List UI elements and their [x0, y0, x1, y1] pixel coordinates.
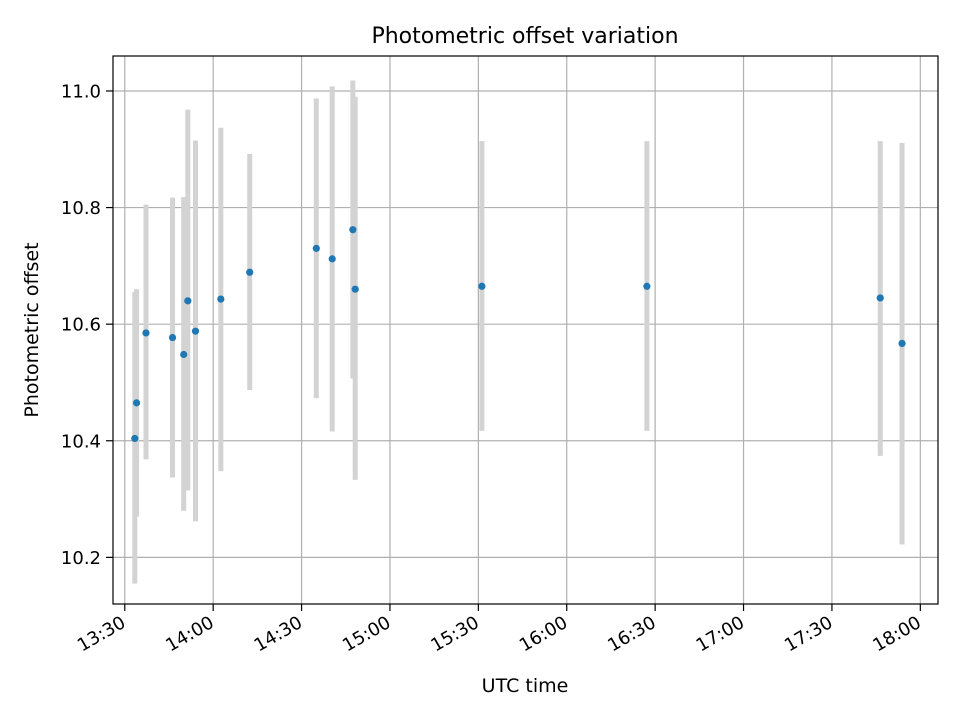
x-tick-label: 15:00	[339, 612, 394, 656]
y-tick-label: 10.4	[61, 431, 101, 452]
data-point	[328, 255, 336, 263]
x-tick-label: 16:30	[604, 612, 659, 656]
data-point	[168, 333, 177, 342]
data-point	[142, 329, 150, 337]
x-tick-label: 18:00	[869, 612, 924, 656]
data-point	[180, 350, 188, 359]
data-point	[191, 327, 200, 335]
y-tick-label: 10.8	[61, 198, 101, 219]
y-axis-label: Photometric offset	[21, 242, 43, 417]
data-point	[898, 339, 906, 348]
y-tick-label: 10.2	[61, 548, 101, 569]
y-tick-label: 10.6	[61, 315, 101, 336]
data-point	[478, 282, 486, 290]
data-point	[217, 295, 225, 303]
x-tick-label: 17:30	[781, 612, 836, 656]
data-point	[246, 268, 254, 276]
y-axis-ticks: 10.2 10.4 10.6 10.8 11.0	[61, 81, 113, 569]
x-axis-ticks: 13:30 14:00 14:30 15:00 15:30 16:00 16:30 17:00…	[74, 604, 925, 656]
y-tick-label: 11.0	[61, 81, 101, 102]
data-point	[184, 297, 192, 305]
data-point	[132, 399, 141, 407]
x-tick-label: 16:00	[516, 612, 571, 656]
data-point	[643, 282, 651, 290]
x-axis-label: UTC time	[482, 675, 569, 697]
data-point	[131, 434, 139, 443]
x-tick-label: 14:00	[162, 612, 217, 656]
x-tick-label: 13:30	[74, 612, 129, 656]
data-point-layer	[131, 226, 906, 443]
data-point	[351, 285, 359, 293]
x-tick-label: 17:00	[693, 612, 748, 656]
plot-area-frame	[112, 55, 939, 605]
data-point	[876, 294, 884, 302]
x-tick-label: 15:30	[427, 612, 482, 656]
x-tick-label: 14:30	[251, 612, 306, 656]
error-bar-layer	[132, 80, 905, 584]
chart-title: Photometric offset variation	[371, 24, 678, 49]
data-point	[312, 244, 320, 252]
data-point	[349, 226, 357, 234]
grid-layer	[113, 56, 938, 604]
